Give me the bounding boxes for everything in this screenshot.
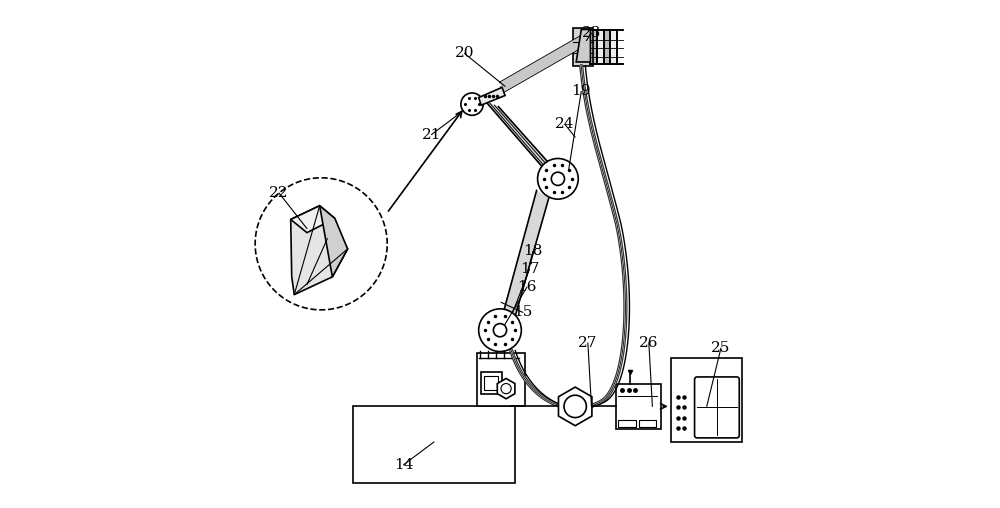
FancyBboxPatch shape [671, 358, 742, 442]
Text: 14: 14 [394, 458, 413, 472]
FancyBboxPatch shape [639, 420, 656, 427]
Text: 17: 17 [520, 262, 539, 276]
Text: 25: 25 [711, 341, 731, 355]
FancyBboxPatch shape [695, 377, 739, 438]
FancyBboxPatch shape [618, 420, 636, 427]
Circle shape [479, 309, 521, 352]
FancyBboxPatch shape [590, 30, 597, 64]
Text: 27: 27 [578, 336, 598, 350]
FancyBboxPatch shape [610, 30, 617, 64]
Text: 21: 21 [422, 128, 441, 142]
FancyBboxPatch shape [484, 376, 498, 390]
FancyBboxPatch shape [353, 406, 515, 483]
Circle shape [551, 172, 565, 185]
Circle shape [564, 395, 586, 418]
FancyBboxPatch shape [604, 30, 610, 64]
Text: 16: 16 [517, 280, 537, 294]
Polygon shape [486, 102, 554, 169]
FancyBboxPatch shape [481, 372, 502, 394]
Polygon shape [500, 37, 583, 92]
Circle shape [501, 384, 511, 394]
Text: 26: 26 [639, 336, 659, 350]
Polygon shape [558, 387, 592, 426]
Polygon shape [291, 206, 335, 233]
FancyBboxPatch shape [597, 30, 604, 64]
Polygon shape [320, 206, 348, 277]
Text: 22: 22 [269, 186, 289, 200]
Polygon shape [291, 206, 348, 295]
Polygon shape [576, 29, 590, 62]
Text: 15: 15 [513, 305, 533, 320]
FancyBboxPatch shape [573, 28, 593, 66]
Polygon shape [479, 87, 505, 105]
Circle shape [538, 158, 578, 199]
Polygon shape [504, 190, 549, 316]
FancyBboxPatch shape [616, 384, 661, 429]
Polygon shape [497, 378, 515, 399]
Circle shape [493, 324, 507, 337]
Text: 23: 23 [582, 26, 601, 40]
Text: 19: 19 [572, 84, 591, 99]
FancyBboxPatch shape [477, 353, 525, 406]
Text: 20: 20 [455, 46, 474, 60]
Circle shape [461, 93, 483, 115]
Text: 24: 24 [555, 117, 575, 132]
Text: 18: 18 [523, 244, 543, 259]
